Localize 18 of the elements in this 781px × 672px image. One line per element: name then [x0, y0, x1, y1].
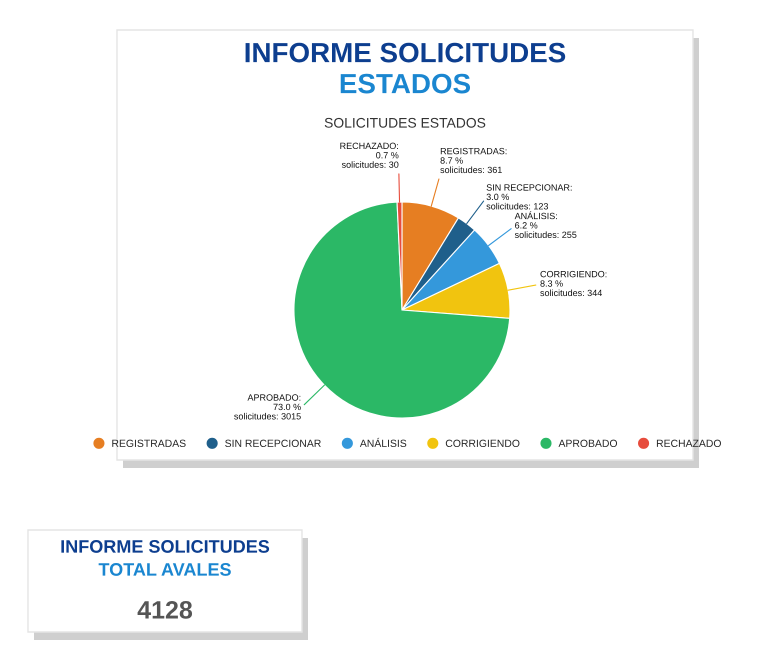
legend-label: RECHAZADO	[656, 440, 721, 448]
data-label: ANÁLISIS: 6.2 % solicitudes: 255	[514, 211, 576, 238]
legend-label: REGISTRADAS	[112, 440, 186, 448]
legend-label: APROBADO	[558, 440, 618, 448]
chart-title: INFORME SOLICITUDES	[246, 42, 566, 62]
data-label: APROBADO: 73.0 % solicitudes: 3015	[234, 394, 301, 420]
text: 4128	[138, 601, 192, 619]
legend-label: SIN RECEPCIONAR	[225, 440, 321, 448]
data-label: REGISTRADAS: 8.7 % solicitudes: 361	[440, 148, 506, 174]
legend-label: ANÁLISIS	[360, 438, 406, 448]
text: SOLICITUDES ESTADOS	[324, 118, 486, 128]
data-label: CORRIGIENDO: 8.3 % solicitudes: 344	[540, 270, 606, 296]
chart-subtitle: ESTADOS	[340, 74, 470, 94]
data-label: RECHAZADO: 0.7 % solicitudes: 30	[340, 142, 398, 168]
text: INFORME SOLICITUDES	[61, 540, 270, 553]
data-label: SIN RECEPCIONAR: 3.0 % solicitudes: 123	[486, 184, 572, 210]
legend-label: CORRIGIENDO	[446, 440, 520, 448]
text: TOTAL AVALES	[98, 563, 231, 576]
